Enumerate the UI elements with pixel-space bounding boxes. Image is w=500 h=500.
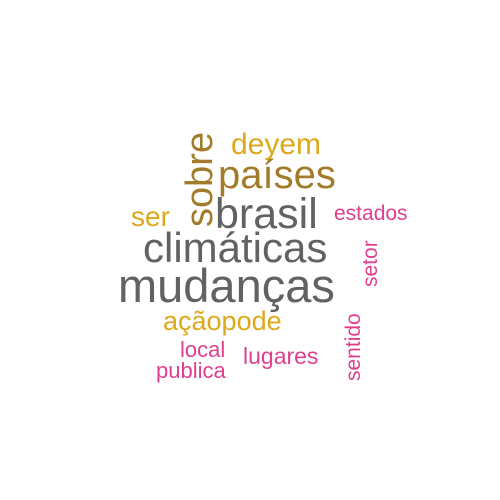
- word-lugares: lugares: [243, 343, 319, 369]
- word-publica: publica: [156, 358, 226, 383]
- word-deyem: deyem: [231, 128, 322, 161]
- word-climaticas: climáticas: [143, 224, 328, 271]
- word-acaopode: açãopode: [163, 306, 282, 336]
- word-ser: ser: [131, 201, 170, 232]
- word-brasil: brasil: [215, 190, 318, 238]
- word-estados: estados: [334, 202, 408, 225]
- word-mudancas: mudanças: [118, 259, 335, 312]
- word-sobre: sobre: [179, 131, 221, 227]
- word-paises: países: [218, 153, 336, 197]
- word-setor: setor: [359, 240, 382, 287]
- word-sentido: sentido: [342, 313, 365, 381]
- word-local: local: [180, 337, 226, 362]
